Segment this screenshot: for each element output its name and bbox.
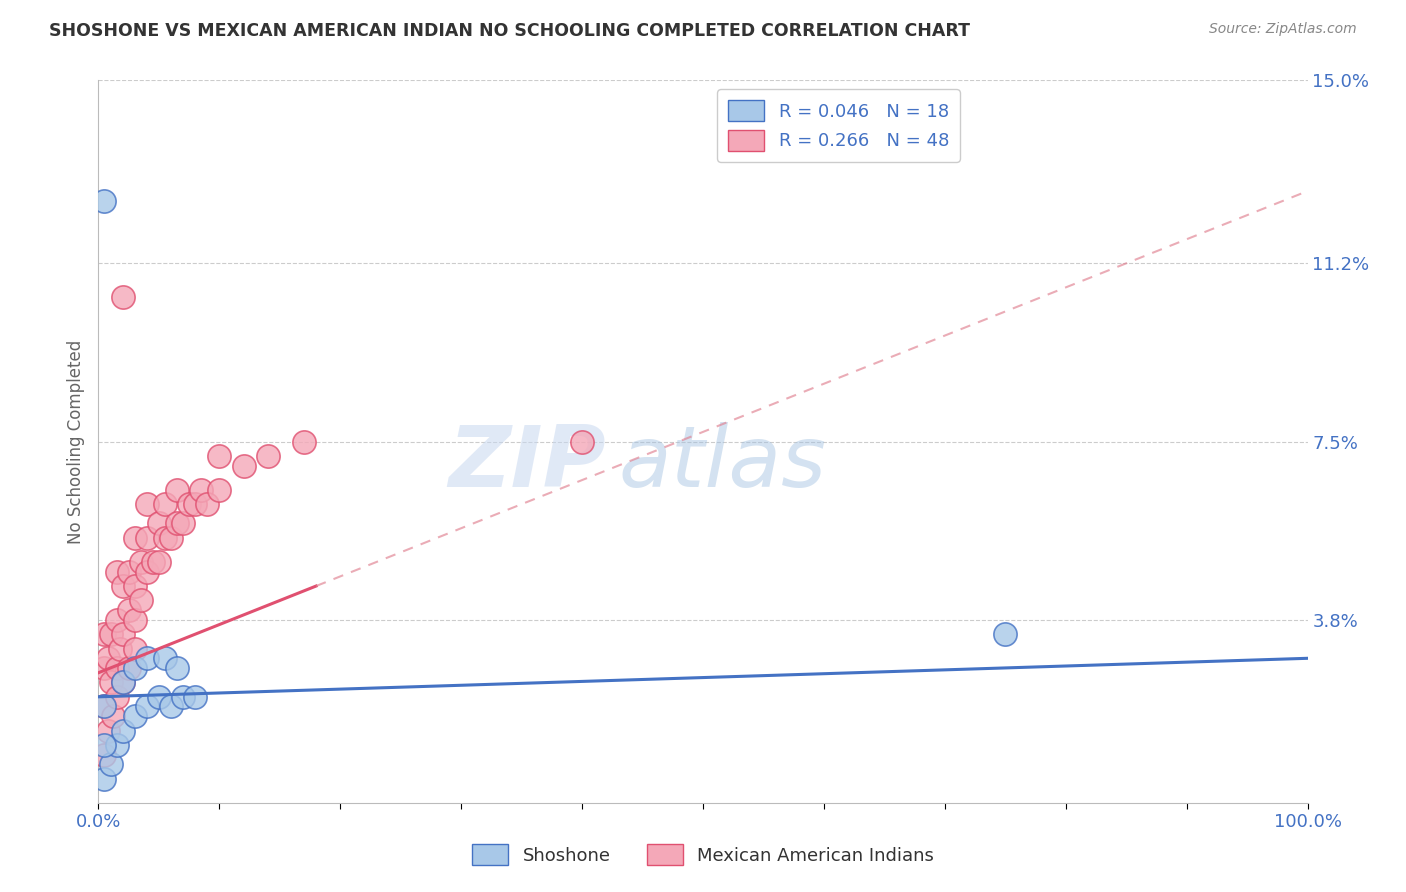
Point: [100, 627, 122, 641]
Point: [105, 690, 128, 704]
Point: [153, 531, 176, 545]
Point: [124, 661, 146, 675]
Point: [105, 738, 128, 752]
Point: [292, 434, 315, 449]
Point: [208, 449, 231, 463]
Text: atlas: atlas: [619, 422, 827, 505]
Point: [256, 449, 278, 463]
Y-axis label: No Schooling Completed: No Schooling Completed: [66, 340, 84, 543]
Point: [93, 661, 115, 675]
Point: [153, 497, 176, 511]
Point: [118, 565, 141, 579]
Point: [105, 613, 128, 627]
Point: [172, 516, 194, 531]
Point: [166, 516, 188, 531]
Point: [994, 627, 1017, 641]
Point: [190, 483, 212, 497]
Point: [166, 661, 188, 675]
Point: [93, 194, 115, 208]
Point: [232, 458, 254, 473]
Point: [124, 613, 146, 627]
Point: [124, 579, 146, 593]
Point: [97, 723, 120, 738]
Point: [111, 627, 134, 641]
Point: [135, 565, 157, 579]
Point: [172, 690, 194, 704]
Point: [135, 497, 157, 511]
Point: [135, 651, 157, 665]
Point: [93, 699, 115, 714]
Point: [160, 531, 183, 545]
Point: [208, 483, 231, 497]
Point: [111, 723, 134, 738]
Point: [111, 290, 134, 304]
Point: [129, 555, 152, 569]
Point: [124, 641, 146, 656]
Point: [118, 603, 141, 617]
Point: [93, 772, 115, 786]
Point: [111, 675, 134, 690]
Point: [93, 747, 115, 762]
Point: [124, 709, 146, 723]
Text: ZIP: ZIP: [449, 422, 606, 505]
Point: [166, 483, 188, 497]
Point: [93, 738, 115, 752]
Point: [184, 497, 207, 511]
Point: [93, 699, 115, 714]
Point: [142, 555, 165, 569]
Point: [111, 675, 134, 690]
Point: [101, 709, 124, 723]
Point: [148, 555, 170, 569]
Point: [108, 641, 131, 656]
Point: [179, 497, 201, 511]
Point: [153, 651, 176, 665]
Point: [111, 579, 134, 593]
Point: [124, 531, 146, 545]
Point: [100, 675, 122, 690]
Point: [105, 565, 128, 579]
Point: [129, 593, 152, 607]
Point: [105, 661, 128, 675]
Point: [184, 690, 207, 704]
Point: [148, 690, 170, 704]
Point: [100, 757, 122, 772]
Legend: R = 0.046   N = 18, R = 0.266   N = 48: R = 0.046 N = 18, R = 0.266 N = 48: [717, 89, 960, 161]
Text: SHOSHONE VS MEXICAN AMERICAN INDIAN NO SCHOOLING COMPLETED CORRELATION CHART: SHOSHONE VS MEXICAN AMERICAN INDIAN NO S…: [49, 22, 970, 40]
Point: [135, 531, 157, 545]
Text: Source: ZipAtlas.com: Source: ZipAtlas.com: [1209, 22, 1357, 37]
Point: [118, 661, 141, 675]
Point: [160, 699, 183, 714]
Point: [135, 699, 157, 714]
Point: [148, 516, 170, 531]
Point: [571, 434, 593, 449]
Point: [195, 497, 218, 511]
Point: [97, 651, 120, 665]
Point: [93, 627, 115, 641]
Legend: Shoshone, Mexican American Indians: Shoshone, Mexican American Indians: [463, 835, 943, 874]
